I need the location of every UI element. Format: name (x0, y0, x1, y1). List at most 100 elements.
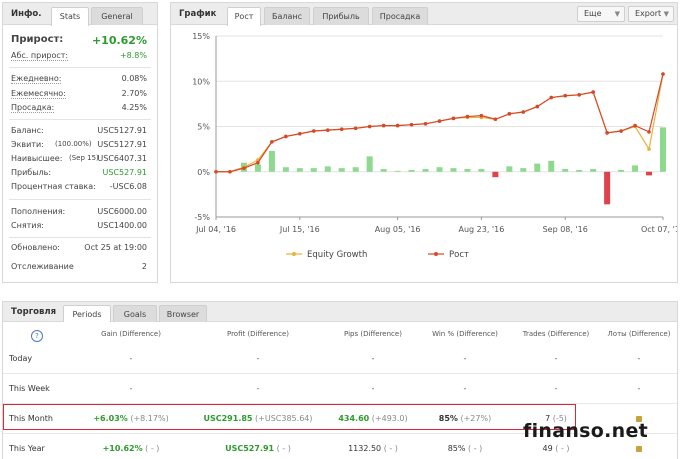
bar (436, 167, 443, 172)
trades-value: 49 (542, 444, 553, 453)
growth-chart: 15% 10% 5% 0% -5% Jul 04, '16 Jul 15, '16 Aug 0… (192, 32, 677, 260)
win-diff: ( - ) (468, 444, 483, 453)
bar (296, 168, 303, 172)
data-point (409, 122, 414, 127)
withdrawals-value: USC1400.00 (97, 221, 147, 230)
chart-panel-header: График Рост Баланс Прибыль Просадка Еще … (171, 3, 677, 26)
data-point (284, 134, 288, 139)
highest-date: (Sep 15) (69, 154, 99, 162)
profit-diff: (+USC385.64) (255, 414, 313, 423)
balance-row: Баланс: USC5127.91 (11, 126, 147, 138)
data-point (493, 117, 498, 122)
profit-value: USC291.85 (203, 414, 253, 423)
tab-balance[interactable]: Баланс (264, 7, 310, 25)
data-point (353, 126, 358, 131)
cell-trades: 49 ( - ) (506, 444, 606, 453)
tab-general[interactable]: General (91, 7, 143, 25)
row-label: Today (9, 354, 33, 363)
cell-profit: - (256, 384, 260, 393)
data-point (577, 93, 581, 97)
y-tick-label: -5% (194, 213, 210, 222)
data-point (633, 123, 637, 128)
data-point (521, 110, 526, 114)
tab-periods[interactable]: Periods (63, 305, 111, 322)
cell-trades: - (554, 384, 558, 393)
profit-row: Прибыль: USC527.91 (11, 168, 147, 180)
interest-label: Процентная ставка: (11, 182, 96, 191)
interest-row: Процентная ставка: -USC6.08 (11, 182, 147, 194)
data-point (242, 166, 246, 170)
x-tick-label: Aug 05, '16 (375, 225, 421, 234)
growth-label: Прирост: (11, 34, 64, 45)
row-label: This Month (9, 414, 53, 423)
more-label: Еще (584, 9, 602, 18)
updated-value: Oct 25 at 19:00 (84, 243, 147, 252)
tab-growth[interactable]: Рост (227, 7, 261, 26)
cell-pips: - (371, 354, 375, 363)
win-diff: (+27%) (460, 414, 492, 423)
drawdown-row: Просадка: 4.25% (11, 103, 147, 115)
divider (9, 237, 151, 238)
x-tick-label: Oct 07, '16 (641, 225, 677, 234)
bar (492, 171, 499, 178)
bar (590, 169, 597, 172)
cell-lots: - (637, 354, 641, 363)
data-point (507, 112, 512, 116)
data-point (465, 114, 470, 119)
drawdown-label: Просадка: (11, 103, 55, 113)
data-point (214, 169, 218, 174)
bar (576, 169, 583, 172)
tab-drawdown[interactable]: Просадка (372, 7, 428, 25)
cell-win: 85% (+27%) (415, 414, 515, 423)
bar (632, 165, 639, 172)
bar (506, 166, 513, 172)
abs-growth-value: +8.8% (119, 51, 147, 60)
pips-diff: ( - ) (383, 444, 398, 453)
data-point (563, 93, 568, 98)
help-icon[interactable]: ? (31, 330, 43, 342)
data-point (605, 131, 609, 135)
cell-profit: USC527.91 ( - ) (198, 444, 318, 453)
export-dropdown[interactable]: Export ▼ (628, 6, 674, 22)
tab-goals[interactable]: Goals (113, 305, 157, 322)
gain-diff: ( - ) (145, 444, 160, 453)
bar (464, 169, 471, 172)
data-point (619, 129, 623, 133)
row-label: This Week (9, 384, 50, 393)
profit-value: USC527.91 (102, 168, 147, 177)
divider (9, 67, 151, 68)
bar (562, 169, 569, 172)
more-dropdown[interactable]: Еще ▼ (577, 6, 625, 22)
bar (520, 168, 527, 172)
table-row-this-month: This Month +6.03% (+8.17%) USC291.85 (+U… (3, 404, 677, 434)
highest-value: USC6407.31 (97, 154, 147, 163)
x-tick-label: Jul 04, '16 (195, 225, 236, 234)
bar (618, 169, 625, 172)
data-point (647, 130, 651, 134)
data-point (661, 72, 665, 76)
equity-percent: (100.00%) (55, 140, 92, 148)
bar (394, 170, 401, 172)
tab-browser[interactable]: Browser (159, 305, 207, 322)
profit-diff: ( - ) (276, 444, 291, 453)
deposits-label: Пополнения: (11, 207, 66, 216)
win-value: 85% (438, 414, 458, 423)
cell-trades: - (554, 354, 558, 363)
daily-row: Ежедневно: 0.08% (11, 74, 147, 86)
data-point (423, 121, 428, 126)
table-row-this-week: This Week - - - - - - (3, 374, 677, 404)
abs-growth-label: Абс. прирост: (11, 51, 69, 61)
trades-diff: (-5) (552, 414, 567, 423)
series-line (216, 73, 664, 173)
tab-stats[interactable]: Stats (51, 7, 89, 26)
y-tick-label: 15% (192, 32, 210, 41)
gain-diff: (+8.17%) (130, 414, 169, 423)
legend-label-growth: Рост (449, 250, 469, 260)
divider (9, 199, 151, 200)
trading-panel-header: Торговля Periods Goals Browser (3, 302, 677, 322)
cell-profit: USC291.85 (+USC385.64) (198, 414, 318, 423)
bar (646, 171, 653, 176)
trades-diff: ( - ) (555, 444, 570, 453)
tab-profit[interactable]: Прибыль (313, 7, 369, 25)
legend-label-equity: Equity Growth (307, 250, 367, 260)
